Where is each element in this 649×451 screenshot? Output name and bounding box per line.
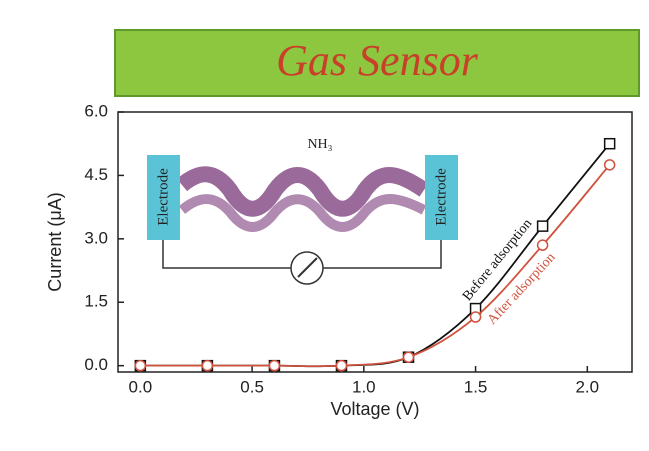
x-tick-label: 1.0 [352, 377, 376, 396]
x-tick-label: 1.5 [464, 377, 488, 396]
inset: Electrode Electrode NH₃ [147, 137, 458, 284]
point [538, 221, 548, 231]
y-axis-label: Current (μA) [45, 192, 65, 291]
gas-label: NH₃ [307, 137, 332, 152]
y-tick-label: 6.0 [84, 101, 108, 120]
point [538, 240, 548, 250]
x-tick-label: 2.0 [575, 377, 599, 396]
x-tick-label: 0.5 [240, 377, 264, 396]
molecule [182, 199, 424, 227]
point [605, 160, 615, 170]
electrode-label: Electrode [433, 168, 449, 226]
point [336, 361, 346, 371]
wire [323, 240, 441, 268]
wire [163, 240, 291, 268]
point [471, 312, 481, 322]
y-tick-label: 0.0 [84, 355, 108, 374]
y-tick-label: 1.5 [84, 292, 108, 311]
x-tick-label: 0.0 [129, 377, 153, 396]
point [269, 361, 279, 371]
page: {"chart_data": {"type": "line", "title":… [0, 0, 649, 451]
point [135, 361, 145, 371]
chart-title: Gas Sensor [276, 36, 479, 85]
electrode-label: Electrode [155, 168, 171, 226]
y-tick-label: 4.5 [84, 165, 108, 184]
x-axis-label: Voltage (V) [330, 399, 419, 419]
chart: Gas Sensor Current (μA) Voltage (V) Elec… [0, 0, 649, 451]
point [605, 139, 615, 149]
plot-frame [118, 112, 632, 372]
point [404, 352, 414, 362]
y-tick-label: 3.0 [84, 228, 108, 247]
point [202, 361, 212, 371]
